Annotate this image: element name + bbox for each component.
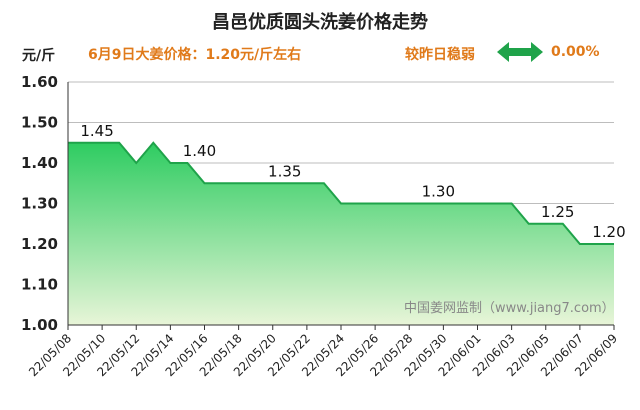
data-label: 1.40 xyxy=(183,142,216,160)
data-labels: 1.45 1.40 1.35 1.30 1.25 1.20 xyxy=(80,122,625,241)
y-tick-label: 1.20 xyxy=(21,235,58,253)
area-series xyxy=(68,141,614,325)
price-note: 6月9日大姜价格：1.20元/斤左右 xyxy=(88,47,302,63)
y-tick-label: 1.40 xyxy=(21,154,58,172)
data-label: 1.25 xyxy=(541,203,574,221)
series-line xyxy=(68,141,614,245)
y-axis-unit: 元/斤 xyxy=(22,48,56,64)
x-tick-labels: 22/05/0822/05/1022/05/1222/05/1422/05/16… xyxy=(26,331,620,379)
area-fill xyxy=(68,142,614,325)
axes xyxy=(67,82,615,330)
y-tick-label: 1.00 xyxy=(21,316,58,334)
double-arrow-icon xyxy=(497,42,543,62)
y-tick-label: 1.30 xyxy=(21,195,58,213)
watermark: 中国姜网监制（www.jiang7.com） xyxy=(404,301,615,316)
y-tick-label: 1.50 xyxy=(21,114,58,132)
data-label: 1.35 xyxy=(268,162,301,180)
y-tick-label: 1.10 xyxy=(21,276,58,294)
chart-title: 昌邑优质圆头洗姜价格走势 xyxy=(212,12,428,33)
data-label: 1.20 xyxy=(592,223,625,241)
y-tick-label: 1.60 xyxy=(21,73,58,91)
trend-label: 较昨日稳弱 xyxy=(405,47,475,63)
data-label: 1.45 xyxy=(80,122,113,140)
y-tick-labels: 1.60 1.50 1.40 1.30 1.20 1.10 1.00 xyxy=(21,73,58,334)
data-label: 1.30 xyxy=(422,183,455,201)
change-percent: 0.00% xyxy=(551,44,600,60)
